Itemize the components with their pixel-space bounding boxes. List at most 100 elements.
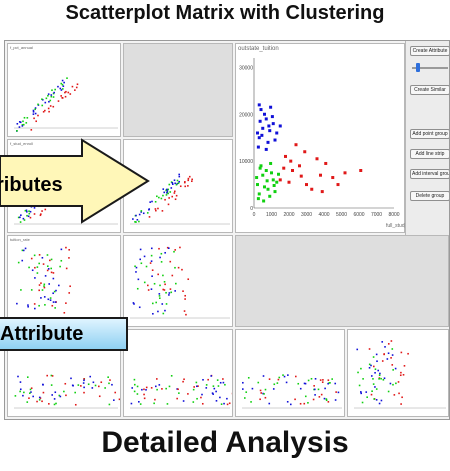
mini-point: [400, 371, 402, 374]
matrix-cell-r4-c2[interactable]: [123, 329, 234, 417]
mini-point: [360, 367, 362, 370]
mini-point: [54, 307, 56, 309]
matrix-cell-r4-c4[interactable]: [347, 329, 449, 417]
mini-point: [378, 402, 381, 405]
mini-point: [27, 304, 29, 306]
mini-point: [83, 386, 85, 389]
mini-point: [59, 265, 61, 268]
mini-point: [27, 305, 29, 308]
mini-point: [82, 382, 85, 384]
mini-point: [65, 302, 67, 304]
add-interval-group-button[interactable]: Add interval group: [410, 169, 450, 179]
matrix-cell-r3-c2[interactable]: [123, 235, 233, 327]
create-similar-button[interactable]: Create Similar: [410, 85, 449, 95]
mini-point: [304, 382, 307, 385]
mini-point: [16, 123, 19, 125]
mini-point: [114, 391, 117, 394]
mini-point: [374, 371, 376, 374]
mini-point: [143, 393, 145, 396]
mini-point: [362, 378, 364, 380]
mini-point: [139, 258, 141, 261]
mini-point: [360, 392, 362, 395]
delete-group-button[interactable]: Delete group: [410, 191, 449, 201]
data-point: [256, 183, 259, 187]
x-tick-label: 6000: [353, 212, 364, 218]
mini-point: [307, 401, 309, 404]
mini-point: [202, 378, 204, 381]
mini-point: [242, 381, 244, 384]
mini-point: [19, 390, 21, 393]
data-point: [271, 122, 275, 126]
mini-point: [277, 378, 280, 381]
mini-point: [375, 388, 378, 390]
mini-point: [174, 198, 177, 201]
data-point: [315, 157, 319, 161]
mini-point: [174, 290, 176, 292]
data-point: [256, 145, 260, 149]
data-point: [305, 183, 308, 187]
mini-point: [304, 395, 307, 398]
mini-point: [37, 103, 39, 106]
mini-point: [161, 303, 164, 305]
mini-point: [313, 385, 315, 387]
mini-point: [133, 383, 136, 386]
mini-scatter-r4-c1: [14, 374, 125, 409]
mini-point: [182, 290, 184, 292]
matrix-cell-r1-c1[interactable]: f_pct_annual: [7, 43, 121, 137]
mini-point: [370, 364, 372, 367]
data-point: [256, 131, 259, 135]
mini-point: [223, 402, 225, 405]
mini-point: [191, 180, 193, 183]
mini-point: [34, 277, 36, 279]
data-point: [287, 180, 291, 184]
detail-scatterplot[interactable]: outstate_tuition 0 1000 2000 3000 4000 5000 60…: [235, 43, 415, 233]
mini-point: [57, 85, 59, 88]
mini-scatter-r4-c4: [354, 340, 446, 409]
add-line-strip-button[interactable]: Add line strip: [410, 149, 449, 159]
matrix-cell-r3-c1[interactable]: tuition_rate: [7, 235, 121, 327]
matrix-cell-r4-c3[interactable]: [235, 329, 354, 417]
mini-point: [191, 178, 193, 181]
mini-point: [130, 402, 133, 405]
mini-point: [372, 383, 375, 385]
mini-point: [170, 291, 173, 294]
mini-point: [42, 384, 44, 386]
mini-point: [32, 111, 35, 113]
add-point-group-button[interactable]: Add point group: [410, 129, 449, 139]
mini-point: [108, 382, 110, 385]
mini-point: [175, 183, 178, 186]
data-point: [255, 176, 259, 180]
mini-point: [392, 383, 394, 386]
mini-point: [158, 295, 161, 297]
mini-point: [21, 125, 24, 127]
mini-point: [307, 379, 310, 382]
mini-point: [20, 289, 22, 291]
mini-point: [80, 385, 82, 387]
mini-point: [147, 289, 150, 291]
mini-point: [26, 117, 29, 119]
similarity-slider-thumb[interactable]: [416, 63, 420, 72]
similarity-slider-track[interactable]: [412, 67, 448, 69]
mini-point: [46, 374, 49, 377]
data-point: [257, 103, 261, 107]
mini-point: [176, 397, 178, 400]
matrix-cell-r3-c3[interactable]: [235, 235, 449, 327]
create-attribute-button[interactable]: Create Attribute: [410, 46, 449, 56]
mini-point: [381, 341, 384, 343]
mini-point: [164, 198, 166, 201]
mini-point: [187, 179, 190, 182]
mini-point: [51, 89, 53, 92]
mini-point: [55, 289, 57, 292]
mini-point: [61, 83, 64, 86]
mini-point: [187, 185, 189, 187]
matrix-cell-r1-c2[interactable]: [123, 43, 233, 137]
mini-point: [48, 283, 51, 285]
attribute-callout: Attribute: [0, 317, 128, 351]
mini-point: [133, 303, 135, 305]
attributes-arrow-callout: ributes: [0, 138, 150, 224]
mini-point: [167, 247, 170, 249]
mini-point: [34, 266, 36, 269]
mini-point: [173, 179, 176, 182]
mini-point: [160, 252, 163, 255]
mini-point: [374, 368, 377, 371]
